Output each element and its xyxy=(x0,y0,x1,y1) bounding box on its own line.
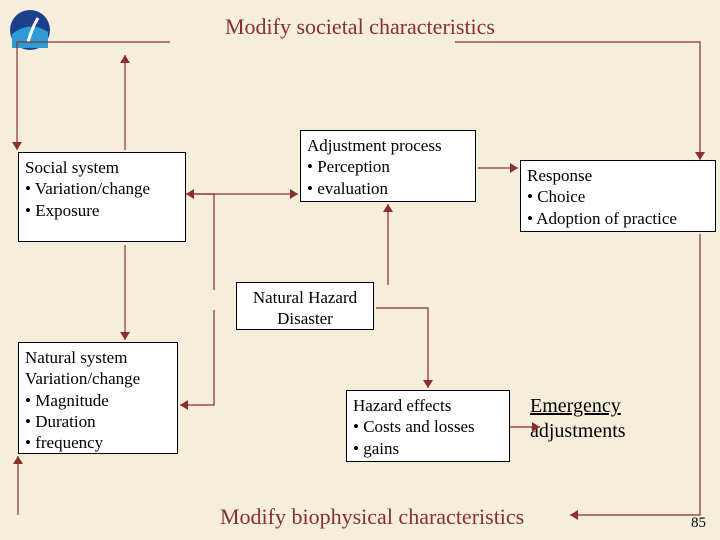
text-line: Social system xyxy=(25,157,179,178)
text-line: • Magnitude xyxy=(25,390,171,411)
text-line: • Perception xyxy=(307,156,469,177)
page-number: 85 xyxy=(691,515,706,532)
box-response: Response • Choice • Adoption of practice xyxy=(520,160,716,232)
text-line: • gains xyxy=(353,438,503,459)
text-line: • evaluation xyxy=(307,178,469,199)
text-line: • frequency xyxy=(25,432,171,453)
text-line: Emergency xyxy=(530,395,621,417)
box-hazard-effects: Hazard effects • Costs and losses • gain… xyxy=(346,390,510,462)
text-line: Disaster xyxy=(243,308,367,329)
text-line: Adjustment process xyxy=(307,135,469,156)
text-line: • Choice xyxy=(527,186,709,207)
text-line: • Exposure xyxy=(25,200,179,221)
noaa-logo-icon xyxy=(8,8,52,52)
text-line: adjustments xyxy=(530,420,626,442)
text-line: Natural Hazard xyxy=(243,287,367,308)
box-social-system: Social system • Variation/change • Expos… xyxy=(18,152,186,242)
text-line: • Duration xyxy=(25,411,171,432)
text-line: Response xyxy=(527,165,709,186)
box-natural-hazard-disaster: Natural Hazard Disaster xyxy=(236,282,374,330)
text-line: • Costs and losses xyxy=(353,416,503,437)
title-bottom: Modify biophysical characteristics xyxy=(220,504,524,530)
text-line: Natural system xyxy=(25,347,171,368)
text-line: • Variation/change xyxy=(25,178,179,199)
box-adjustment-process: Adjustment process • Perception • evalua… xyxy=(300,130,476,202)
text-line: Hazard effects xyxy=(353,395,503,416)
text-line: • Adoption of practice xyxy=(527,208,709,229)
text-emergency-adjustments: Emergency adjustments xyxy=(530,394,626,444)
title-top: Modify societal characteristics xyxy=(170,14,550,40)
box-natural-system: Natural system Variation/change • Magnit… xyxy=(18,342,178,454)
text-line: Variation/change xyxy=(25,368,171,389)
